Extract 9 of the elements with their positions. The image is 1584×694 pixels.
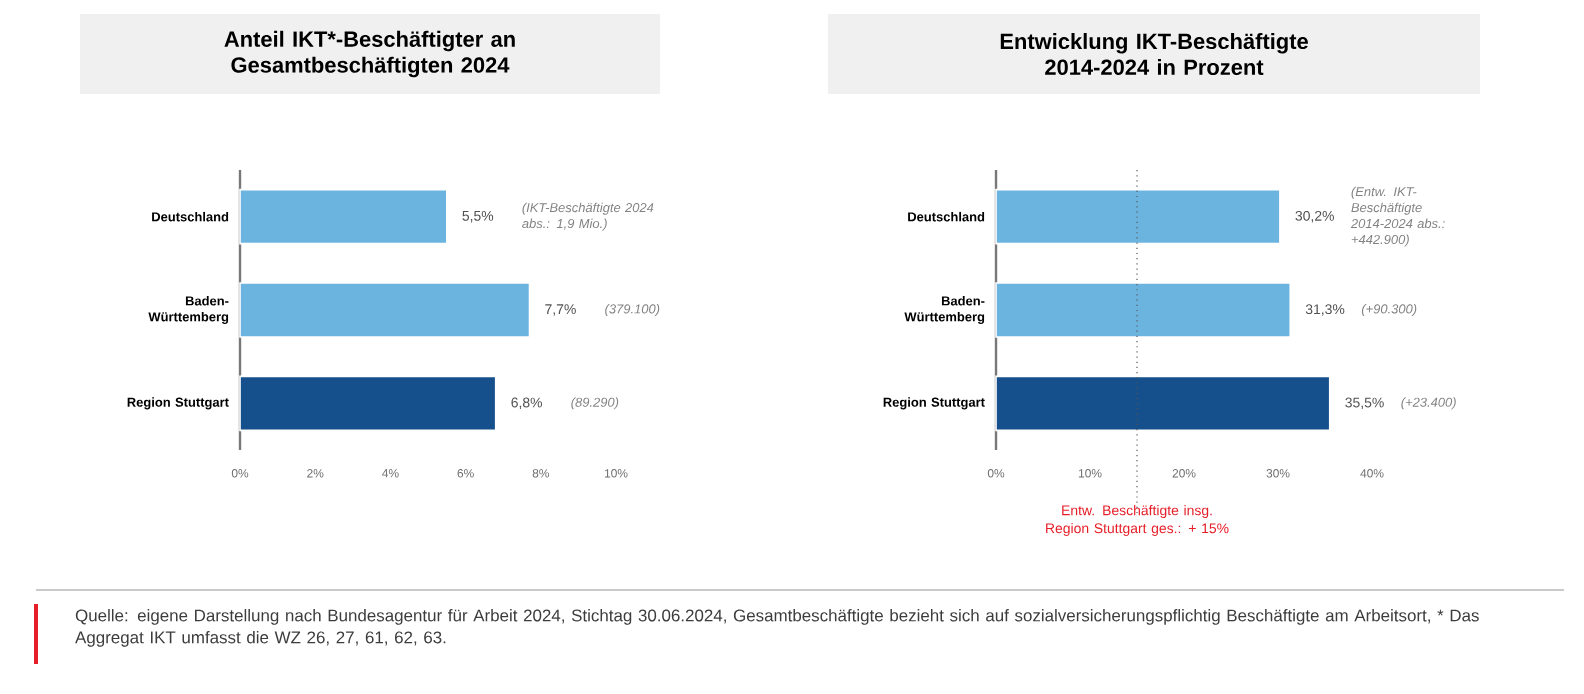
bar: [995, 375, 1331, 432]
bar: [995, 188, 1281, 245]
source-note: Quelle: eigene Darstellung nach Bundesagentur für Arbeit 2024, Stichtag 30.06.2024, Gesamtbeschäftigte bezieht sich auf sozialversicherungspflichtig Beschäftigte am Arbeitsort, * Das Aggregat IKT umfasst die WZ 26, 27, 61, 62, 63.: [75, 609, 1479, 647]
bar: [239, 375, 497, 432]
chart-title: Anteil IKT*-Beschäftigter an Gesamtbeschäftigten 2024: [224, 30, 515, 78]
chart-title: Entwicklung IKT-Beschäftigte 2014-2024 in Prozent: [1000, 33, 1308, 75]
bar: [239, 188, 448, 245]
bar: [239, 282, 531, 338]
bar: [995, 282, 1292, 338]
